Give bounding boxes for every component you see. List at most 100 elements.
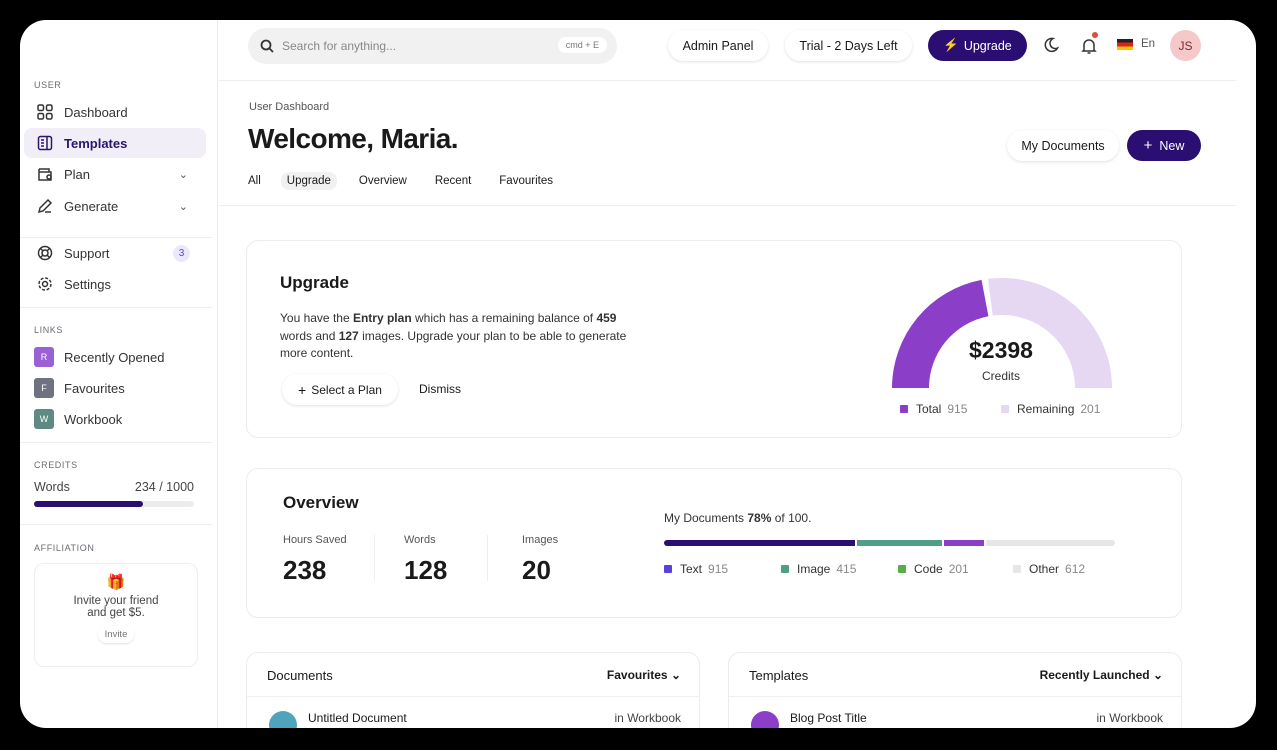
sidebar-item-templates[interactable]: Templates bbox=[24, 128, 206, 158]
legend-code: Code 201 bbox=[898, 562, 969, 576]
legend-swatch bbox=[664, 565, 672, 573]
avatar-letter: W bbox=[34, 409, 54, 429]
chevron-down-icon: ⌄ bbox=[670, 668, 681, 682]
legend-other: Other 612 bbox=[1013, 562, 1085, 576]
bell-icon[interactable] bbox=[1081, 32, 1098, 60]
link-workbook[interactable]: W Workbook bbox=[24, 404, 206, 434]
templates-filter-dropdown[interactable]: Recently Launched ⌄ bbox=[1039, 668, 1163, 682]
document-icon bbox=[269, 711, 297, 728]
divider bbox=[219, 205, 1236, 206]
documents-usage-bar bbox=[664, 540, 1115, 546]
template-icon bbox=[36, 134, 54, 152]
credits-progress bbox=[34, 501, 194, 507]
gauge-total-arc bbox=[892, 279, 989, 388]
sidebar-item-support[interactable]: Support 3 bbox=[24, 238, 206, 268]
section-label-credits: CREDITS bbox=[34, 460, 78, 470]
legend-swatch bbox=[900, 405, 908, 413]
tab-all[interactable]: All bbox=[248, 175, 261, 187]
upgrade-title: Upgrade bbox=[280, 273, 349, 292]
tab-overview[interactable]: Overview bbox=[358, 175, 407, 187]
divider bbox=[20, 237, 212, 238]
trial-button[interactable]: Trial - 2 Days Left bbox=[785, 30, 912, 61]
stat-label: Words bbox=[404, 534, 436, 546]
dismiss-button[interactable]: Dismiss bbox=[419, 382, 461, 396]
invite-button[interactable]: Invite bbox=[98, 626, 135, 643]
upgrade-button[interactable]: ⚡ Upgrade bbox=[928, 30, 1027, 61]
legend-image: Image 415 bbox=[781, 562, 856, 576]
stat-label: Hours Saved bbox=[283, 534, 347, 546]
support-badge: 3 bbox=[173, 244, 190, 262]
label: Templates bbox=[64, 135, 128, 151]
label: Select a Plan bbox=[311, 382, 382, 397]
link-favourites[interactable]: F Favourites bbox=[24, 373, 206, 403]
invite-text: and get $5. bbox=[87, 607, 145, 619]
label: Settings bbox=[64, 276, 111, 292]
label: Upgrade bbox=[963, 38, 1012, 53]
sidebar-item-generate[interactable]: Generate ⌄ bbox=[24, 191, 206, 221]
gift-icon: 🎁 bbox=[106, 574, 126, 591]
legend-remaining: Remaining 201 bbox=[1001, 402, 1100, 416]
chevron-down-icon[interactable]: ⌄ bbox=[178, 168, 188, 181]
breadcrumb: User Dashboard bbox=[249, 101, 330, 113]
flag-de-icon[interactable] bbox=[1117, 39, 1133, 50]
search-icon bbox=[260, 39, 274, 53]
label: Generate bbox=[64, 198, 119, 214]
divider bbox=[20, 442, 212, 443]
template-location: in Workbook bbox=[1096, 711, 1163, 725]
upgrade-card: Upgrade You have the Entry plan which ha… bbox=[246, 240, 1182, 438]
credits-words-value: 234 / 1000 bbox=[134, 480, 194, 494]
credits-gauge bbox=[892, 278, 1112, 388]
legend-label: Other bbox=[1029, 562, 1060, 576]
overview-card: Overview Hours Saved 238 Words 128 Image… bbox=[246, 468, 1182, 618]
documents-title: Documents bbox=[267, 668, 333, 683]
sidebar-item-plan[interactable]: Plan ⌄ bbox=[24, 159, 206, 189]
plus-icon: + bbox=[1143, 137, 1153, 154]
label: Workbook bbox=[64, 411, 123, 427]
admin-panel-button[interactable]: Admin Panel bbox=[668, 30, 768, 61]
template-name[interactable]: Blog Post Title bbox=[790, 711, 867, 725]
label: Plan bbox=[64, 166, 91, 182]
gauge-remaining-arc bbox=[988, 278, 1112, 388]
credits-words-label: Words bbox=[34, 480, 70, 494]
legend-swatch bbox=[781, 565, 789, 573]
plus-icon: + bbox=[298, 381, 307, 398]
pencil-icon bbox=[36, 197, 54, 215]
label: Dashboard bbox=[64, 104, 128, 120]
tab-upgrade[interactable]: Upgrade bbox=[280, 172, 337, 190]
section-label-links: LINKS bbox=[34, 325, 64, 335]
my-documents-button[interactable]: My Documents bbox=[1007, 130, 1119, 161]
upgrade-description: You have the Entry plan which has a rema… bbox=[280, 311, 627, 360]
select-plan-button[interactable]: + Select a Plan bbox=[282, 374, 398, 405]
language-selector[interactable]: En bbox=[1141, 38, 1156, 50]
legend-swatch bbox=[898, 565, 906, 573]
document-name[interactable]: Untitled Document bbox=[308, 711, 407, 725]
tab-favourites[interactable]: Favourites bbox=[499, 175, 553, 187]
topbar: Search for anything... cmd + E Admin Pane… bbox=[219, 20, 1236, 81]
chevron-down-icon[interactable]: ⌄ bbox=[178, 200, 188, 213]
credits-progress-fill bbox=[34, 501, 143, 507]
avatar-letter: R bbox=[34, 347, 54, 367]
link-recently-opened[interactable]: R Recently Opened bbox=[24, 342, 206, 372]
documents-usage-text: My Documents 78% of 100. bbox=[664, 511, 812, 525]
avatar[interactable]: JS bbox=[1170, 30, 1201, 61]
tab-recent[interactable]: Recent bbox=[434, 175, 472, 187]
main: Search for anything... cmd + E Admin Pane… bbox=[219, 20, 1256, 728]
label: Support bbox=[64, 245, 110, 261]
segment-code bbox=[943, 540, 984, 546]
sidebar-item-settings[interactable]: Settings bbox=[24, 269, 206, 299]
document-location: in Workbook bbox=[614, 711, 681, 725]
legend-label: Image bbox=[797, 562, 831, 576]
legend-value: 201 bbox=[948, 562, 969, 576]
documents-filter-dropdown[interactable]: Favourites ⌄ bbox=[606, 668, 681, 682]
wallet-icon bbox=[36, 165, 54, 183]
avatar-letter: F bbox=[34, 378, 54, 398]
invite-text: Invite your friend bbox=[73, 595, 159, 607]
lifebuoy-icon bbox=[36, 244, 54, 262]
bolt-icon: ⚡ bbox=[943, 38, 959, 52]
stat-label: Images bbox=[522, 534, 559, 546]
new-button[interactable]: + New bbox=[1127, 130, 1201, 161]
grid-icon bbox=[36, 103, 54, 121]
sidebar-item-dashboard[interactable]: Dashboard bbox=[24, 97, 206, 127]
moon-icon[interactable] bbox=[1043, 37, 1060, 58]
search-input[interactable]: Search for anything... cmd + E bbox=[248, 28, 617, 64]
